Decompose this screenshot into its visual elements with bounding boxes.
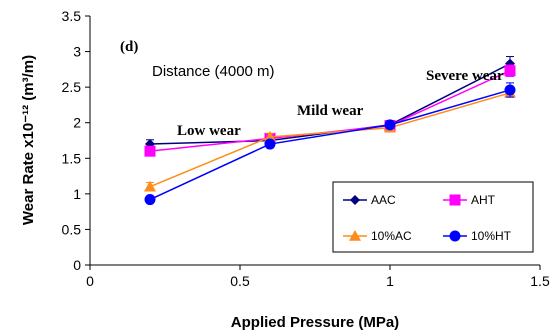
- y-tick-label: 3: [73, 44, 81, 60]
- y-tick-label: 3.5: [62, 8, 82, 24]
- chart-subtitle: Distance (4000 m): [152, 63, 275, 80]
- annotation-label: Low wear: [177, 123, 241, 139]
- data-point-10%AC: [144, 180, 156, 192]
- series-layer: [144, 56, 516, 206]
- y-tick-label: 2: [73, 115, 81, 131]
- annotation-label: Severe wear: [426, 68, 504, 84]
- series-line-10%HT: [149, 89, 511, 201]
- annotations: Low wear Mild wear Severe wear: [177, 68, 504, 139]
- x-tick-label: 1.5: [530, 273, 550, 289]
- legend-label: 10%AC: [371, 229, 412, 243]
- data-point-10%HT: [504, 84, 516, 96]
- series-line-10%AC: [149, 92, 511, 188]
- annotation-label: Mild wear: [297, 103, 364, 119]
- x-axis-title: Applied Pressure (MPa): [231, 314, 399, 331]
- data-point-10%HT: [144, 194, 156, 206]
- legend-label: AHT: [471, 193, 496, 207]
- y-axis-title: Wear Rate x10⁻¹² (m³/m): [20, 55, 37, 225]
- legend-box: [332, 181, 534, 253]
- y-tick-label: 0.5: [62, 221, 82, 237]
- y-tick-label: 2.5: [62, 79, 82, 95]
- legend-marker: [350, 195, 360, 205]
- data-point-10%HT: [384, 119, 396, 131]
- ticks: 0 0.5 1 1.5 2 2.5 3 3.5 0 0.5 1 1.5: [62, 8, 550, 289]
- x-tick-label: 0.5: [230, 273, 250, 289]
- data-point-10%AC: [264, 130, 276, 142]
- axes: [89, 16, 540, 266]
- data-point-10%HT: [264, 138, 276, 150]
- legend-label: AAC: [371, 193, 396, 207]
- legend-marker: [449, 194, 461, 206]
- data-point-AHT: [144, 145, 156, 157]
- legend: AAC AHT 10%AC 10%HT: [332, 181, 534, 253]
- x-tick-label: 0: [86, 273, 94, 289]
- legend-marker: [349, 230, 361, 241]
- data-point-AHT: [504, 65, 516, 77]
- legend-marker: [449, 230, 461, 242]
- y-tick-label: 1: [73, 186, 81, 202]
- legend-label: 10%HT: [471, 229, 512, 243]
- panel-label: (d): [120, 39, 138, 55]
- y-tick-label: 0: [73, 257, 81, 273]
- y-tick-label: 1.5: [62, 150, 82, 166]
- x-tick-label: 1: [386, 273, 394, 289]
